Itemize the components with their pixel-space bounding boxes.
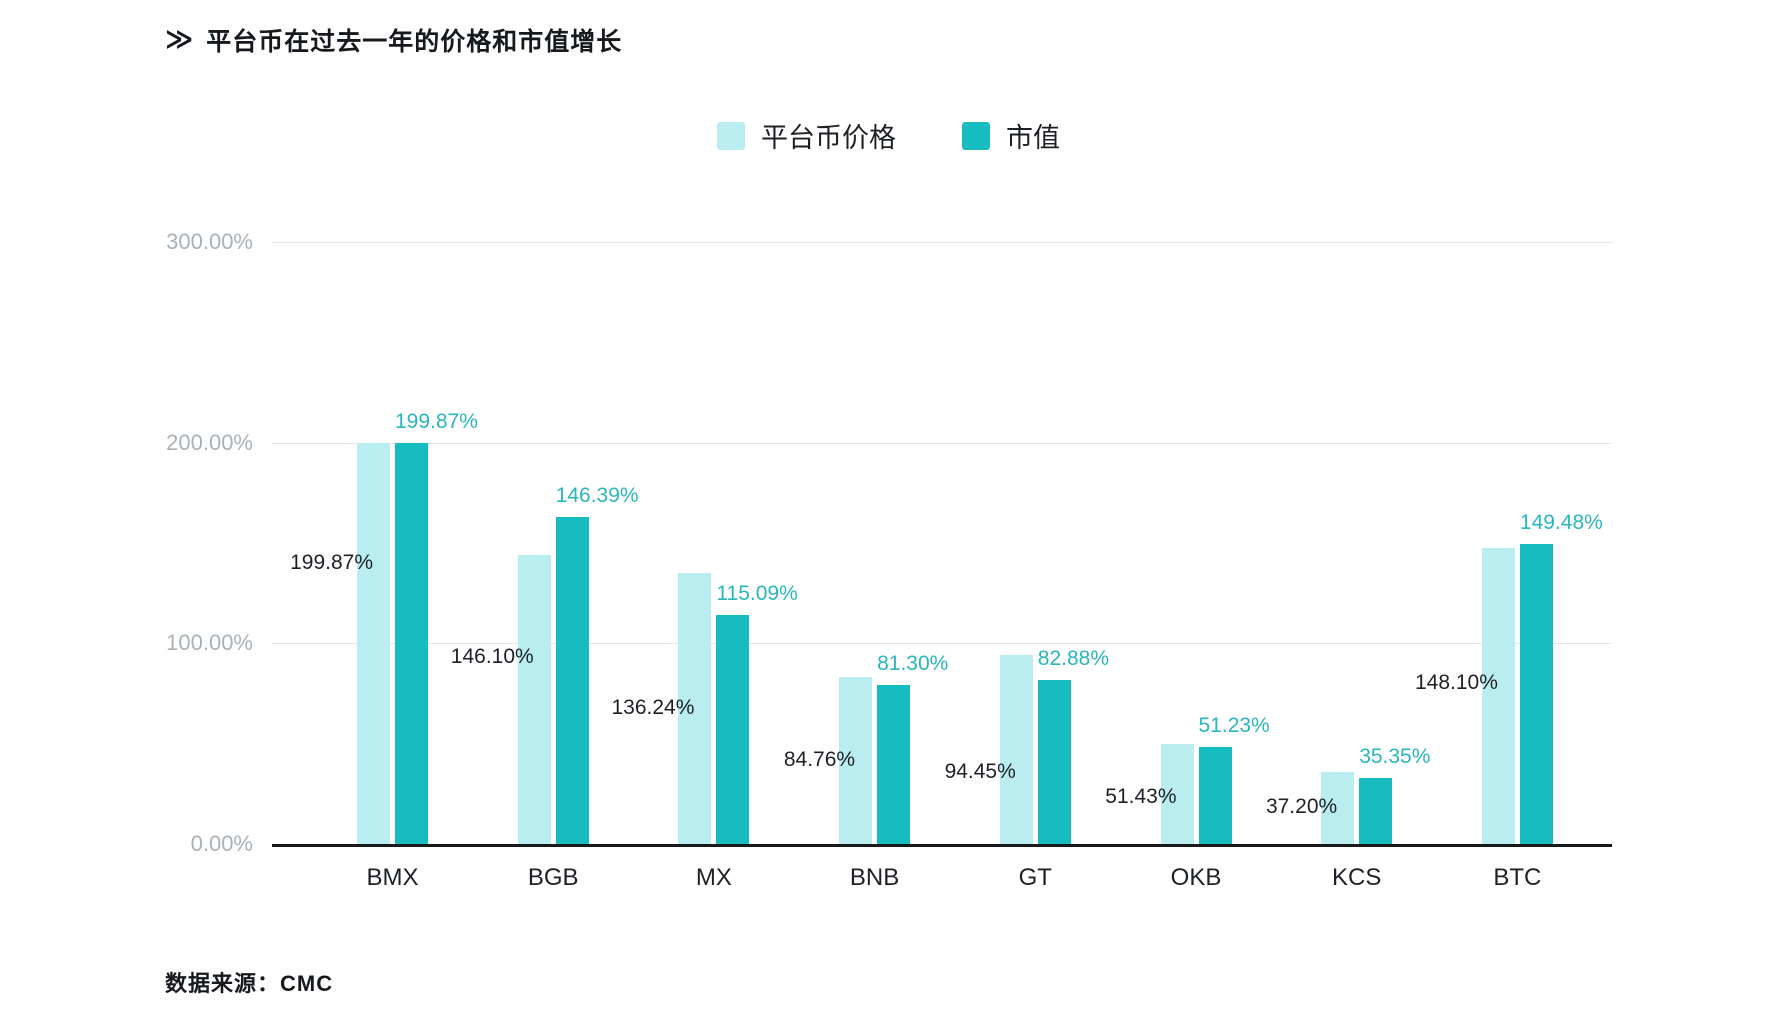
value-label-marketcap-GT: 82.88%	[1037, 646, 1110, 670]
x-axis-label-OKB: OKB	[1170, 864, 1222, 891]
gridline-300	[272, 242, 1612, 243]
x-axis-label-BTC: BTC	[1493, 864, 1542, 891]
y-axis-tick-label: 0.00%	[190, 831, 253, 856]
bar-marketcap-MX	[716, 614, 750, 844]
legend: 平台币价格 市值	[165, 116, 1612, 155]
plot-area: 199.87% 199.87% BMX 146.10% 146.39% BGB 136.24…	[272, 242, 1612, 891]
data-source-note: 数据来源：CMC	[165, 971, 334, 996]
value-label-price-MX: 136.24%	[611, 695, 695, 719]
value-label-price-OKB: 51.43%	[1105, 785, 1177, 809]
value-label-price-KCS: 37.20%	[1265, 794, 1338, 818]
bar-marketcap-KCS	[1359, 777, 1393, 844]
value-label-marketcap-OKB: 51.23%	[1198, 713, 1270, 737]
gridline-100	[272, 643, 1612, 645]
value-label-price-GT: 94.45%	[944, 759, 1016, 783]
value-label-marketcap-BGB: 146.39%	[555, 483, 639, 507]
bar-marketcap-BTC	[1519, 543, 1553, 844]
value-label-marketcap-MX: 115.09%	[716, 581, 798, 605]
bar-price-GT	[999, 654, 1033, 844]
bar-marketcap-GT	[1037, 679, 1071, 844]
bar-marketcap-OKB	[1198, 746, 1232, 844]
bar-price-BGB	[517, 554, 551, 844]
value-label-price-BMX: 199.87%	[290, 550, 373, 574]
bar-marketcap-BGB	[555, 516, 589, 844]
legend-item-marketcap: 市值	[962, 116, 1060, 155]
chart-title: 平台币在过去一年的价格和市值增长	[206, 28, 623, 56]
legend-swatch-price	[717, 121, 745, 150]
x-axis-label-BNB: BNB	[849, 864, 900, 891]
bar-price-BMX	[357, 443, 390, 844]
value-label-marketcap-BMX: 199.87%	[395, 410, 478, 434]
y-axis-tick-label: 100.00%	[166, 630, 253, 656]
bar-price-KCS	[1321, 771, 1355, 844]
chart-title-row: ≫ 平台币在过去一年的价格和市值增长	[165, 22, 622, 58]
x-axis-label-GT: GT	[1018, 864, 1052, 891]
y-axis-tick-label: 200.00%	[166, 429, 253, 455]
bar-price-BTC	[1481, 547, 1515, 844]
x-axis-label-KCS: KCS	[1332, 864, 1382, 891]
legend-label-marketcap: 市值	[1006, 123, 1060, 153]
legend-label-price: 平台币价格	[761, 123, 896, 153]
y-axis-tick-label: 300.00%	[166, 229, 253, 254]
gridline-200	[272, 442, 1612, 444]
value-label-marketcap-BNB: 81.30%	[877, 651, 949, 675]
bar-marketcap-BNB	[877, 684, 911, 844]
x-axis-label-BMX: BMX	[366, 864, 419, 891]
value-label-price-BTC: 148.10%	[1414, 670, 1498, 694]
x-axis-label-MX: MX	[695, 864, 732, 891]
double-chevron-icon: ≫	[165, 23, 194, 54]
value-label-marketcap-KCS: 35.35%	[1359, 744, 1431, 768]
x-axis-label-BGB: BGB	[527, 864, 579, 891]
value-label-marketcap-BTC: 149.48%	[1519, 510, 1603, 534]
bar-price-BNB	[839, 676, 873, 844]
legend-swatch-marketcap	[962, 121, 990, 150]
bar-price-OKB	[1160, 743, 1194, 844]
bar-price-MX	[678, 572, 712, 844]
value-label-price-BGB: 146.10%	[450, 644, 534, 668]
value-label-price-BNB: 84.76%	[783, 747, 856, 771]
legend-item-price: 平台币价格	[717, 116, 896, 155]
bar-marketcap-BMX	[395, 443, 428, 844]
